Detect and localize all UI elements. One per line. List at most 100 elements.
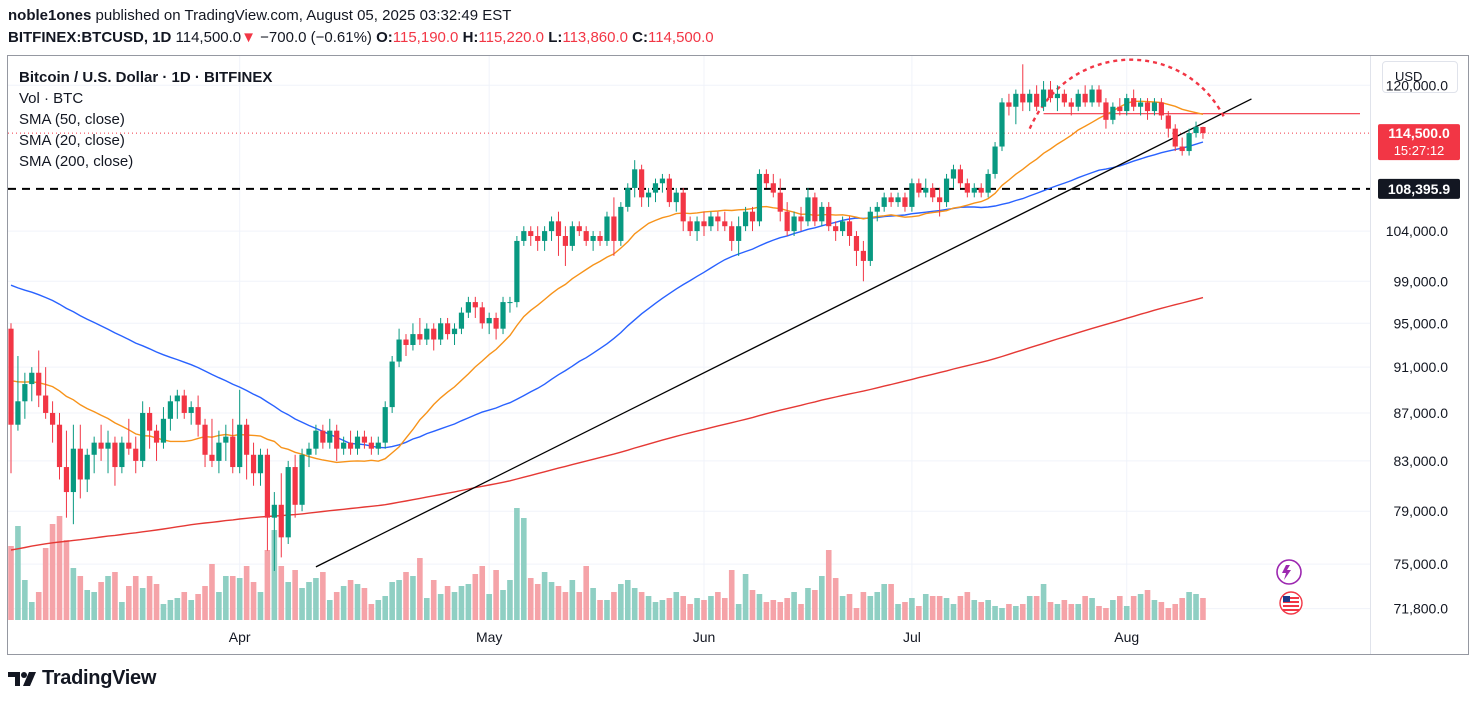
candle-body xyxy=(250,454,257,474)
time-axis[interactable]: Apr May Jun Jul Aug xyxy=(229,629,1139,645)
volume-bar xyxy=(313,578,319,620)
volume-bar xyxy=(1130,596,1137,620)
candle-body xyxy=(860,250,866,261)
candle-body xyxy=(535,236,541,241)
volume-bar xyxy=(728,570,735,620)
close-value: 114,500.0 xyxy=(647,29,714,46)
volume-bar xyxy=(791,592,797,620)
volume-bar xyxy=(1103,608,1109,620)
candle-body xyxy=(507,302,513,304)
legend-sma200[interactable]: SMA (200, close) xyxy=(19,153,134,170)
candle-body xyxy=(1103,102,1109,120)
ohlc-header: BITFINEX:BTCUSD, 1D 114,500.0▼ −700.0 (−… xyxy=(8,29,714,46)
candle-body xyxy=(119,442,125,468)
volume-bar xyxy=(673,592,680,620)
currency-button[interactable]: USD xyxy=(1382,61,1458,93)
volume-bar xyxy=(229,576,236,620)
volume-bar xyxy=(701,600,707,620)
volume-bar xyxy=(105,576,111,620)
volume-bar xyxy=(576,592,583,620)
candle-body xyxy=(105,442,111,449)
candle-body xyxy=(271,504,277,518)
candle-body xyxy=(320,430,326,443)
volume-bar xyxy=(153,584,160,620)
candle-body xyxy=(957,169,964,184)
volume-bar xyxy=(500,590,506,620)
candle-body xyxy=(950,169,957,179)
candle-body xyxy=(597,236,603,241)
volume-bar xyxy=(1068,604,1075,620)
candle-body xyxy=(1137,102,1144,107)
candle-body xyxy=(555,221,562,237)
volume-bar xyxy=(1019,604,1026,620)
volume-bar xyxy=(202,586,208,620)
candle-body xyxy=(237,424,243,468)
tradingview-logo-icon xyxy=(8,671,36,686)
candle-body xyxy=(985,173,991,193)
candle-body xyxy=(493,317,499,329)
last-price-badge xyxy=(1378,124,1460,161)
candle-body xyxy=(153,430,160,443)
volume-bar xyxy=(618,584,624,620)
volume-bar xyxy=(1117,596,1123,620)
volume-bar xyxy=(992,606,998,620)
volume-bar xyxy=(389,582,395,620)
volume-bar xyxy=(527,578,534,620)
overlay-lines xyxy=(8,58,1370,568)
legend-title[interactable]: Bitcoin / U.S. Dollar · 1D · BITFINEX xyxy=(19,69,273,86)
candle-body xyxy=(431,328,437,340)
volume-bar xyxy=(49,524,56,620)
volume-bar xyxy=(257,592,264,620)
legend-sma50[interactable]: SMA (50, close) xyxy=(19,111,125,128)
volume-bar xyxy=(624,580,631,620)
candle-body xyxy=(1200,126,1206,134)
candle-body xyxy=(819,206,825,222)
volume-bar xyxy=(611,592,617,620)
author-name[interactable]: noble1ones xyxy=(8,7,92,24)
volume-bar xyxy=(146,576,153,620)
volume-bar xyxy=(777,602,784,620)
volume-bar xyxy=(160,604,167,620)
level-badge xyxy=(1378,178,1460,199)
candle-body xyxy=(216,442,222,461)
price-axis[interactable]: 120,000.0 104,000.0 99,000.0 95,000.0 91,000… xyxy=(1370,56,1449,654)
legend-vol[interactable]: Vol · BTC xyxy=(19,90,84,107)
change-arrow-icon: ▼ xyxy=(241,29,256,46)
tradingview-branding[interactable]: TradingView xyxy=(8,667,156,690)
candle-body xyxy=(313,430,319,449)
volume-bar xyxy=(1040,584,1047,620)
candle-body xyxy=(1068,102,1074,107)
trend-line xyxy=(315,98,1252,568)
candle-body xyxy=(701,221,707,227)
price-tick-label: 120,000.0 xyxy=(1386,77,1448,93)
volume-bar xyxy=(715,592,721,620)
legend-sma20[interactable]: SMA (20, close) xyxy=(19,132,125,149)
candle-body xyxy=(937,197,943,203)
candle-body xyxy=(43,395,49,413)
volume-bar xyxy=(735,604,742,620)
volume-bar xyxy=(541,572,548,620)
candle-body xyxy=(673,192,679,203)
candle-body xyxy=(29,372,35,385)
volume-bar xyxy=(112,572,118,620)
volume-bar xyxy=(368,604,375,620)
volume-bar xyxy=(243,566,250,620)
volume-bar xyxy=(638,592,645,620)
candle-body xyxy=(327,430,333,443)
volume-bar xyxy=(132,576,139,620)
volume-bar xyxy=(1151,600,1158,620)
volume-bar xyxy=(604,600,610,620)
candle-body xyxy=(659,178,666,184)
candle-body xyxy=(91,442,97,455)
volume-bar xyxy=(521,518,527,620)
price-tick-label: 99,000.0 xyxy=(1394,273,1449,289)
candle-body xyxy=(1117,106,1123,112)
price-chart[interactable]: 120,000.0 104,000.0 99,000.0 95,000.0 91,000… xyxy=(8,56,1468,654)
candle-body xyxy=(569,226,575,246)
candle-body xyxy=(22,384,28,402)
candle-body xyxy=(1027,93,1033,103)
candle-body xyxy=(195,407,201,425)
volume-bar xyxy=(929,596,936,620)
candle-body xyxy=(895,197,901,203)
candle-body xyxy=(334,430,340,449)
